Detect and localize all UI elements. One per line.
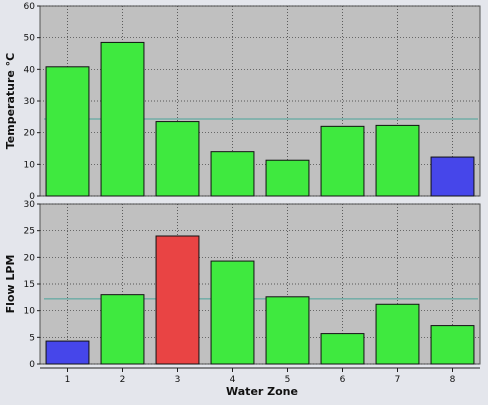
temp-bar-2: [100, 41, 145, 197]
temp-bar-8: [430, 156, 475, 197]
temp-bar-6: [320, 125, 365, 197]
flow-bar-6: [320, 333, 365, 365]
flow-bar-8: [430, 325, 475, 365]
flow-bar-1: [45, 340, 90, 365]
x-tick-label-3: 3: [175, 375, 181, 385]
flow-ytick-label-5: 25: [24, 227, 35, 237]
temp-bar-3: [155, 121, 200, 197]
temp-ytick-label-5: 50: [24, 34, 36, 44]
flow-ytick-label-3: 15: [24, 280, 35, 290]
x-tick-label-8: 8: [450, 375, 456, 385]
flow-ytick-label-4: 20: [24, 253, 36, 263]
flow-bar-5: [265, 296, 310, 365]
flow-ytick-label-1: 5: [29, 333, 35, 343]
temp-ytick-label-3: 30: [24, 97, 36, 107]
x-tick-label-2: 2: [120, 375, 126, 385]
x-tick-label-6: 6: [340, 375, 346, 385]
temp-ytick-label-0: 0: [29, 192, 35, 202]
temp-bar-1: [45, 66, 90, 197]
x-tick-label-4: 4: [230, 375, 236, 385]
flow-bar-3: [155, 235, 200, 365]
flow-ytick-label-0: 0: [29, 360, 35, 370]
x-tick-label-1: 1: [65, 375, 71, 385]
temp-bar-7: [375, 124, 420, 197]
x-tick-label-5: 5: [285, 375, 291, 385]
x-tick-label-7: 7: [395, 375, 401, 385]
x-axis-title: Water Zone: [226, 385, 298, 398]
flow-y-axis-title: Flow LPM: [4, 255, 17, 314]
flow-bar-2: [100, 294, 145, 365]
flow-bar-7: [375, 303, 420, 365]
temp-ytick-label-1: 10: [24, 160, 36, 170]
flow-ytick-label-2: 10: [24, 307, 36, 317]
temp-bar-5: [265, 159, 310, 197]
temp-ytick-label-4: 40: [24, 65, 36, 75]
flow-ytick-label-6: 30: [24, 200, 36, 210]
temp-bar-4: [210, 151, 255, 197]
temp-ytick-label-6: 60: [24, 2, 36, 12]
flow-bar-4: [210, 260, 255, 365]
temp-y-axis-title: Temperature °C: [4, 53, 17, 150]
temp-ytick-label-2: 20: [24, 129, 36, 139]
